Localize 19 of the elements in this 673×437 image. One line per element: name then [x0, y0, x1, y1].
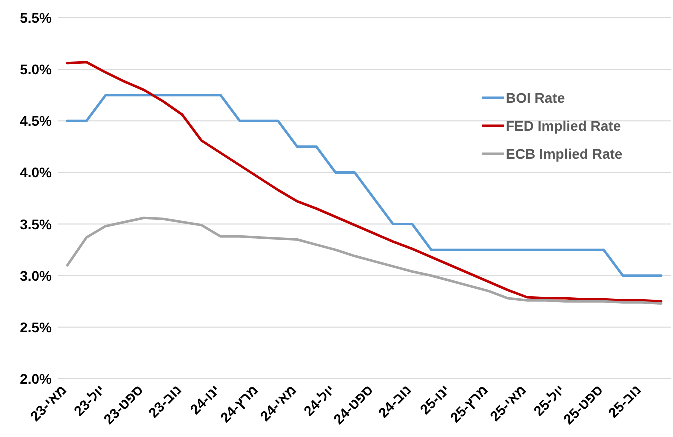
x-tick-label: נוב-24 [375, 382, 415, 422]
y-tick-label: 2.0% [20, 371, 53, 387]
legend-label: BOI Rate [506, 90, 566, 106]
x-tick-label: נוב-25 [605, 382, 644, 422]
legend-label: FED Implied Rate [506, 118, 622, 134]
line-series [66, 216, 663, 305]
x-tick-label: ספט-23 [100, 382, 146, 428]
y-tick-label: 2.5% [20, 319, 53, 336]
y-tick-label: 3.5% [20, 216, 53, 232]
line-series [66, 61, 663, 303]
line-series [66, 94, 663, 278]
y-tick-label: 5.0% [20, 62, 53, 78]
y-tick-label: 5.5% [20, 10, 53, 26]
x-tick-label: נוב-23 [145, 382, 185, 422]
legend-label: ECB Implied Rate [506, 146, 623, 162]
x-tick-label: מרץ-25 [447, 382, 492, 426]
y-tick-label: 4.5% [20, 113, 53, 130]
y-tick-label: 3.0% [20, 268, 53, 284]
y-tick-label: 4.0% [20, 164, 53, 181]
